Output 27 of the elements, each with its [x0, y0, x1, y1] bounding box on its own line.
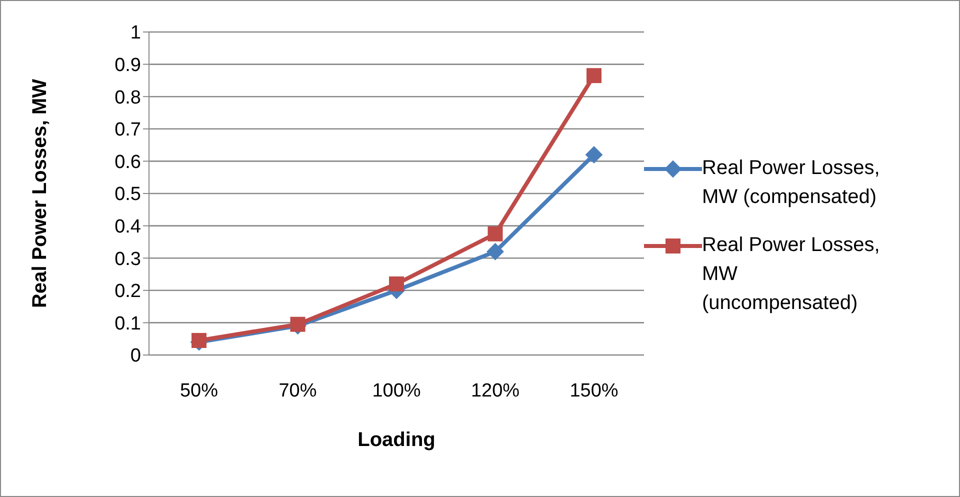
x-tick-label: 100% — [372, 380, 421, 402]
y-tick-label: 0.5 — [114, 184, 141, 206]
y-tick-label: 0.7 — [114, 120, 141, 141]
y-tick-label: 0.8 — [114, 87, 141, 108]
point — [586, 146, 602, 164]
y-tick-label: 1 — [130, 22, 141, 44]
point — [586, 68, 602, 84]
legend-label: Real Power Losses, MW (compensated) — [702, 156, 881, 210]
y-tick-label: 0.3 — [114, 248, 141, 270]
point — [290, 316, 306, 332]
x-tick-label: 120% — [470, 380, 520, 402]
y-tick-label: 0.1 — [114, 313, 141, 334]
point — [488, 226, 503, 242]
point — [389, 276, 404, 292]
x-tick-label: 70% — [278, 380, 317, 402]
y-tick-label: 0.2 — [114, 281, 141, 302]
y-axis-title: Real Power Losses, MW — [29, 78, 52, 308]
point — [486, 243, 504, 260]
y-tick-label: 0.6 — [114, 152, 141, 173]
x-axis-title: Loading — [358, 429, 436, 451]
x-tick-label: 50% — [180, 380, 218, 402]
x-tick-label: 150% — [570, 380, 618, 402]
y-tick-label: 0.4 — [114, 216, 142, 238]
point — [192, 332, 206, 348]
legend-label: Real Power Losses, MW (uncompensated) — [702, 233, 881, 316]
y-tick-label: 0.9 — [114, 55, 141, 76]
y-tick-label: 0 — [130, 346, 141, 367]
